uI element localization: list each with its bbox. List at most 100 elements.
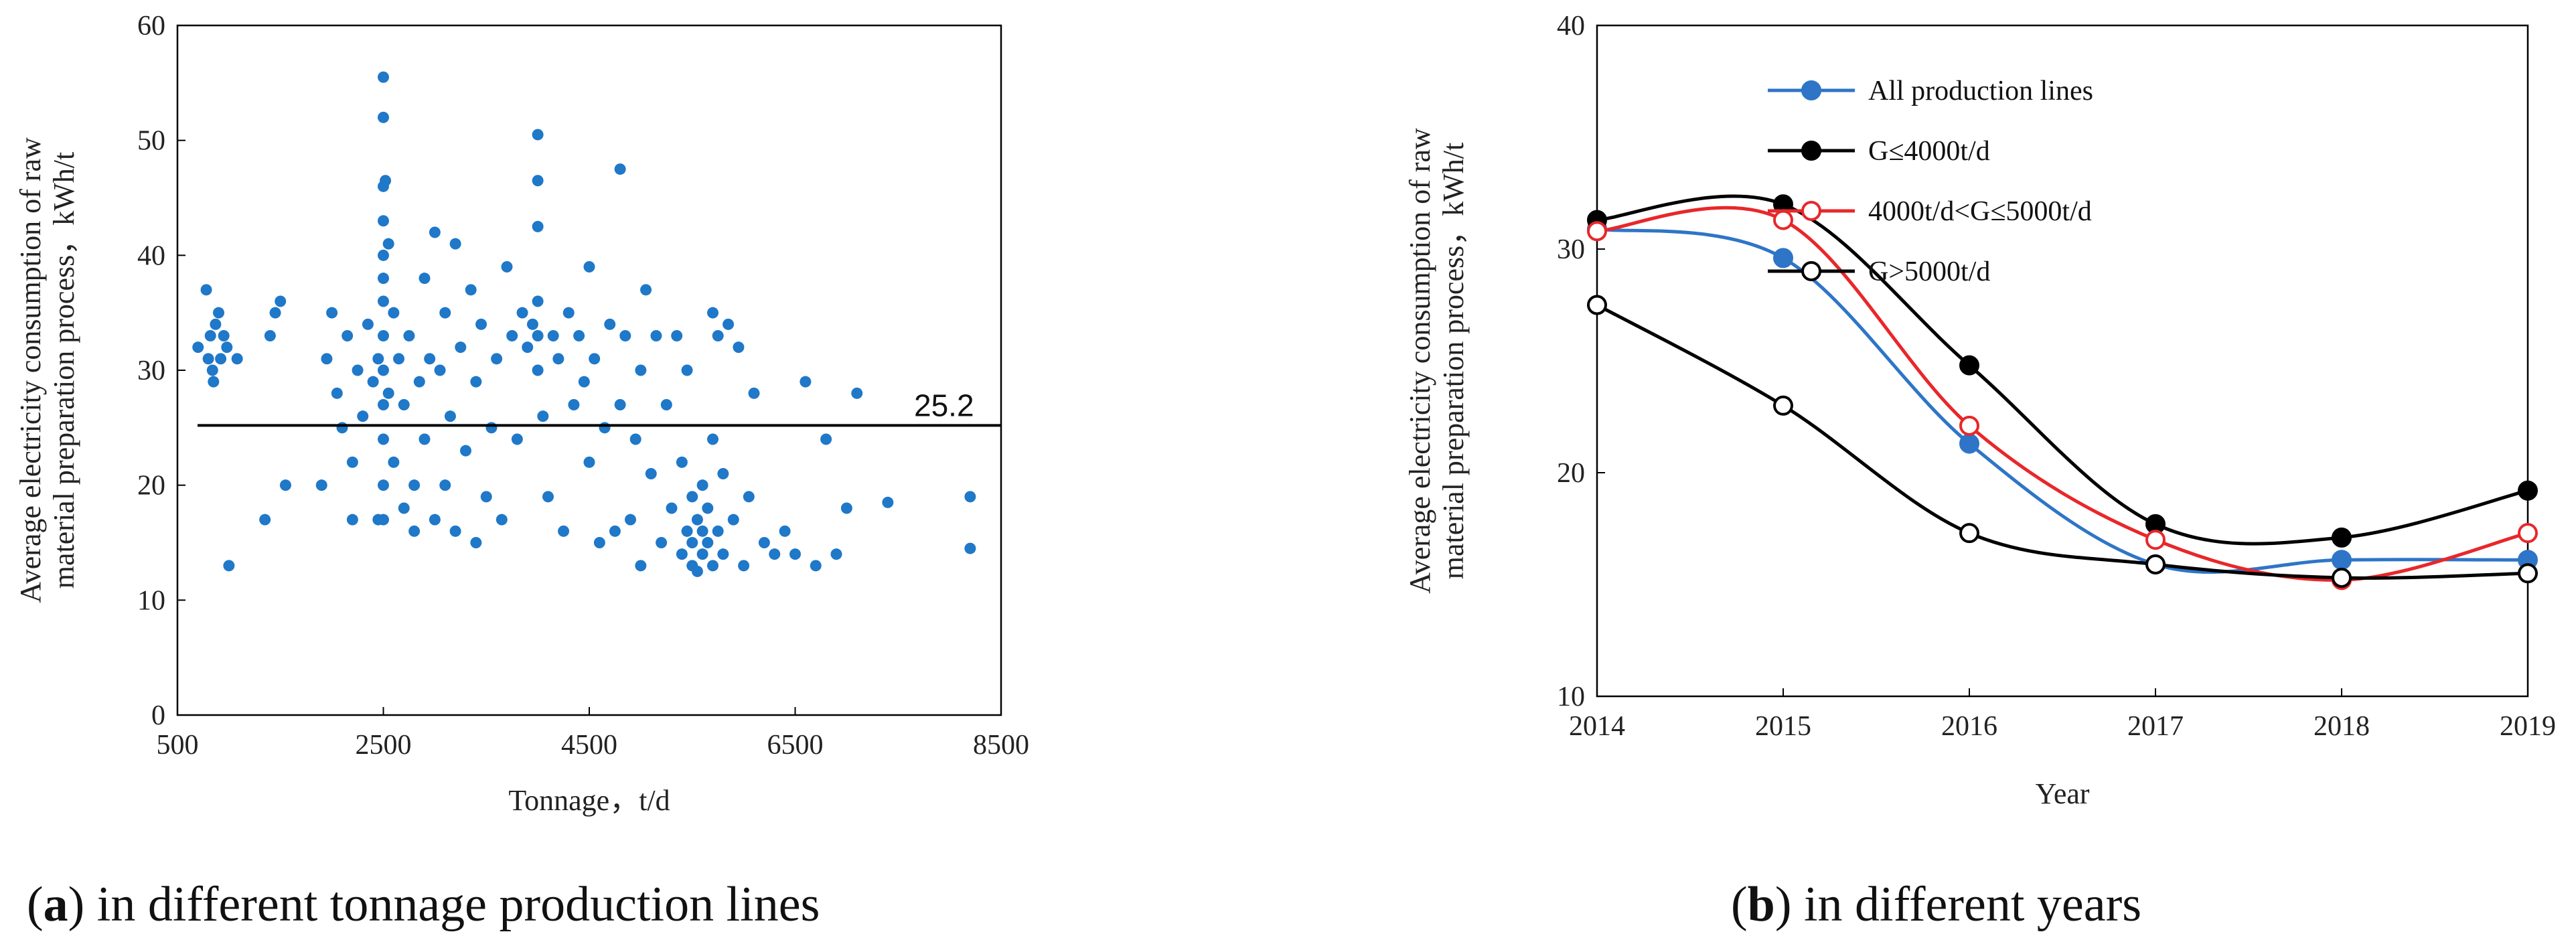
scatter-point: [449, 238, 461, 250]
panel-b-y-axis-label: Average electricity consumption of raw m…: [1404, 128, 1470, 594]
x-tick-label: 2016: [1941, 711, 1997, 742]
scatter-point: [419, 273, 431, 285]
x-tick-label: 2500: [356, 730, 412, 761]
scatter-point: [321, 353, 333, 365]
scatter-point: [403, 330, 415, 341]
panel-a-y-axis-label-line-1: Average electricity consumption of raw: [14, 137, 47, 603]
scatter-point: [388, 456, 400, 468]
scatter-point: [717, 548, 729, 560]
scatter-point: [480, 491, 492, 503]
series-line: [1596, 206, 2528, 582]
scatter-point: [380, 175, 392, 187]
scatter-point: [723, 318, 735, 330]
scatter-point: [532, 364, 544, 376]
scatter-point: [640, 284, 652, 296]
scatter-point: [686, 491, 698, 503]
scatter-point: [434, 364, 446, 376]
scatter-point: [532, 295, 544, 307]
legend-item: G≤4000t/d: [1768, 136, 1990, 167]
series-point: [1959, 523, 1979, 544]
scatter-point: [526, 318, 538, 330]
caption-a-text: ) in different tonnage production lines: [68, 877, 820, 932]
scatter-point: [465, 284, 477, 296]
scatter-point: [522, 341, 534, 354]
scatter-point: [707, 307, 718, 319]
scatter-point: [532, 175, 544, 187]
scatter-point: [264, 330, 276, 341]
scatter-point: [439, 307, 451, 319]
series-point: [2518, 480, 2538, 501]
scatter-point: [200, 284, 212, 296]
series-point: [1773, 395, 1793, 416]
y-tick-label: 0: [151, 700, 165, 731]
series-line: [1596, 194, 2528, 546]
scatter-point: [378, 399, 389, 410]
scatter-point: [352, 364, 364, 376]
scatter-point: [378, 273, 389, 285]
scatter-point: [202, 353, 214, 365]
scatter-point: [707, 433, 718, 445]
scatter-point: [315, 479, 327, 491]
y-tick-label: 10: [137, 585, 165, 616]
scatter-point: [964, 491, 976, 503]
scatter-point: [743, 491, 755, 503]
series-line: [1596, 227, 2528, 574]
panel-b-legend: All production lines G≤4000t/d 4000t/d<G≤5…: [1768, 76, 2093, 287]
series-2: [1587, 206, 2538, 591]
panel-b-plot-frame: [1596, 24, 2529, 698]
x-tick-label: 4500: [561, 730, 617, 761]
y-tick-label: 50: [137, 126, 165, 157]
series-line: [1596, 303, 2528, 580]
legend-marker: [1801, 201, 1821, 221]
scatter-point: [671, 330, 683, 341]
series-point: [2518, 523, 2538, 544]
scatter-point: [681, 364, 693, 376]
scatter-point: [362, 318, 374, 330]
scatter-point: [702, 537, 714, 548]
scatter-point: [388, 307, 400, 319]
scatter-point: [609, 525, 621, 537]
series-point: [1959, 433, 1979, 454]
scatter-point: [429, 226, 441, 238]
scatter-point: [460, 445, 471, 457]
panel-b-x-ticks: 2014 2015 2016 2017 2018 2019: [1569, 688, 2556, 742]
caption-a-label: a: [44, 877, 68, 932]
scatter-point: [589, 353, 601, 365]
scatter-point: [681, 525, 693, 537]
y-tick-label: 10: [1557, 682, 1585, 712]
scatter-point: [696, 479, 708, 491]
scatter-point: [475, 318, 487, 330]
scatter-point: [712, 525, 724, 537]
scatter-point: [378, 514, 389, 526]
scatter-point: [206, 364, 218, 376]
y-tick-label: 30: [137, 356, 165, 386]
scatter-point: [629, 433, 641, 445]
scatter-point: [218, 330, 230, 341]
scatter-point: [604, 318, 616, 330]
scatter-point: [593, 537, 605, 548]
scatter-point: [326, 307, 338, 319]
y-tick-label: 30: [1557, 234, 1585, 265]
series-point: [2518, 563, 2538, 584]
scatter-point: [810, 560, 822, 572]
series-point: [1959, 355, 1979, 376]
scatter-point: [378, 215, 389, 227]
scatter-point: [259, 514, 271, 526]
panel-a-y-axis-label: Average electricity consumption of raw m…: [14, 137, 80, 603]
x-tick-label: 8500: [973, 730, 1029, 761]
scatter-point: [738, 560, 750, 572]
panel-a-points: [192, 71, 976, 577]
scatter-point: [501, 261, 513, 273]
scatter-point: [717, 468, 729, 479]
scatter-point: [346, 456, 358, 468]
scatter-point: [583, 456, 595, 468]
scatter-point: [470, 537, 482, 548]
series-0: [1587, 218, 2538, 574]
panel-b-line-chart: 10 20 30 40 2014 2015 2016 2017 2018 2019 Year A…: [1404, 11, 2556, 810]
legend-item: All production lines: [1768, 76, 2093, 106]
x-tick-label: 500: [157, 730, 199, 761]
scatter-point: [444, 410, 456, 422]
scatter-point: [840, 502, 852, 514]
scatter-point: [583, 261, 595, 273]
